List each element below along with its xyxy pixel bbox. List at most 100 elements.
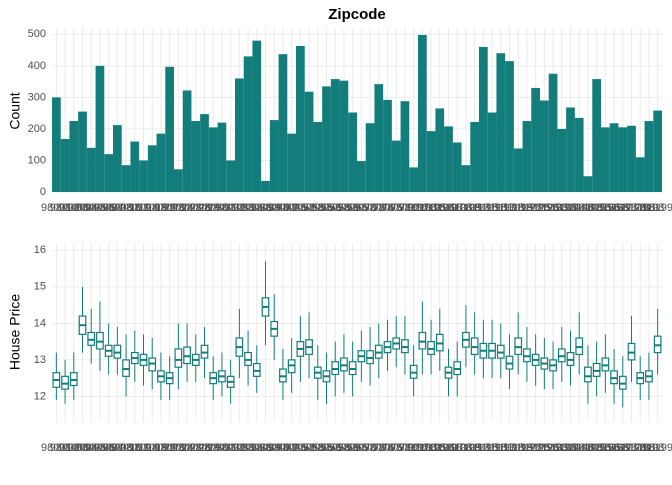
x-tick-label: 98136 — [546, 442, 577, 454]
x-tick-label: 98155 — [581, 442, 612, 454]
x-tick-label: 98011 — [120, 202, 150, 214]
x-tick-label: 98188 — [625, 202, 656, 214]
x-tick-label: 98102 — [398, 202, 429, 214]
bar — [147, 145, 157, 192]
x-tick-label: 98117 — [486, 442, 516, 454]
bar — [487, 112, 497, 192]
x-tick-label: 98065 — [337, 442, 368, 454]
bar — [513, 148, 523, 192]
bar — [435, 108, 445, 192]
x-tick-label: 98019 — [137, 442, 168, 454]
x-tick-label: 98032 — [215, 202, 246, 214]
x-tick-label: 98070 — [346, 442, 377, 454]
y-tick-label: 15 — [34, 281, 46, 293]
bar — [174, 169, 183, 192]
bar — [426, 131, 436, 192]
x-tick-label: 98106 — [424, 202, 455, 214]
bar — [574, 117, 584, 192]
bar — [479, 46, 488, 192]
x-tick-label: 98007 — [93, 442, 124, 454]
x-tick-label: 98168 — [599, 442, 630, 454]
x-tick-label: 98119 — [503, 442, 533, 454]
bar — [566, 107, 575, 192]
bar — [557, 128, 567, 192]
x-tick-label: 98109 — [451, 442, 482, 454]
x-tick-label: 98033 — [224, 442, 255, 454]
x-tick-label: 98112 — [460, 442, 490, 454]
x-tick-label: 98010 — [111, 442, 142, 454]
x-tick-label: 98108 — [442, 202, 473, 214]
bar — [383, 99, 392, 192]
bar — [461, 165, 471, 192]
bar — [86, 147, 96, 192]
x-tick-label: 98005 — [76, 442, 107, 454]
bar — [52, 97, 61, 192]
bar — [609, 123, 619, 192]
x-tick-label: 98074 — [363, 442, 394, 454]
x-tick-label: 98178 — [616, 202, 647, 214]
x-tick-label: 98148 — [573, 202, 604, 214]
x-tick-label: 98178 — [616, 442, 647, 454]
x-tick-label: 98115 — [468, 202, 498, 214]
x-tick-label: 98042 — [268, 442, 299, 454]
x-tick-label: 98045 — [276, 202, 307, 214]
x-tick-label: 98053 — [294, 442, 325, 454]
x-tick-label: 98045 — [276, 442, 307, 454]
x-tick-label: 98019 — [137, 202, 168, 214]
x-tick-label: 98030 — [198, 202, 229, 214]
x-tick-label: 98144 — [555, 442, 586, 454]
x-tick-label: 98144 — [555, 202, 586, 214]
bar — [418, 34, 427, 192]
bar — [531, 87, 540, 192]
y-axis-title: House Price — [7, 294, 23, 370]
x-tick-label: 98166 — [590, 442, 621, 454]
bar — [330, 79, 340, 192]
x-tick-label: 98040 — [259, 202, 290, 214]
x-tick-label: 98112 — [460, 202, 490, 214]
bar — [208, 127, 218, 192]
y-tick-label: 200 — [28, 123, 46, 135]
x-tick-label: 98033 — [224, 202, 255, 214]
x-tick-label: 98028 — [180, 442, 211, 454]
bar — [296, 45, 305, 192]
bar — [269, 120, 279, 192]
bar — [470, 121, 479, 192]
x-tick-label: 98056 — [311, 202, 342, 214]
x-tick-label: 98006 — [85, 202, 116, 214]
x-tick-label: 98115 — [468, 442, 498, 454]
bar — [496, 53, 506, 192]
x-tick-label: 98055 — [302, 202, 333, 214]
x-tick-label: 98011 — [120, 442, 150, 454]
x-tick-label: 98029 — [189, 202, 220, 214]
box — [174, 348, 183, 368]
x-tick-label: 98103 — [407, 442, 438, 454]
x-tick-label: 98168 — [599, 202, 630, 214]
x-tick-label: 98022 — [146, 202, 177, 214]
bar — [104, 154, 113, 192]
x-tick-label: 98199 — [642, 202, 672, 214]
x-tick-label: 98107 — [433, 442, 464, 454]
x-tick-label: 98003 — [58, 442, 89, 454]
y-tick-label: 16 — [34, 244, 46, 256]
x-tick-label: 98155 — [581, 202, 612, 214]
x-tick-label: 98004 — [67, 442, 98, 454]
x-tick-label: 98031 — [207, 442, 238, 454]
x-tick-label: 98070 — [346, 202, 377, 214]
x-tick-label: 98058 — [320, 442, 351, 454]
x-tick-label: 98116 — [477, 442, 507, 454]
x-tick-label: 98072 — [355, 442, 386, 454]
bar — [252, 40, 262, 192]
x-tick-label: 98028 — [180, 202, 211, 214]
x-tick-label: 98065 — [337, 202, 368, 214]
bar — [635, 157, 645, 192]
bar — [200, 114, 209, 192]
x-tick-label: 98125 — [520, 202, 551, 214]
x-tick-label: 98102 — [398, 442, 429, 454]
bar — [644, 121, 654, 192]
x-tick-label: 98002 — [50, 202, 81, 214]
bar — [627, 125, 636, 192]
x-tick-label: 98030 — [198, 442, 229, 454]
bar — [444, 126, 453, 192]
x-tick-label: 98133 — [538, 202, 569, 214]
x-tick-label: 98024 — [163, 202, 194, 214]
